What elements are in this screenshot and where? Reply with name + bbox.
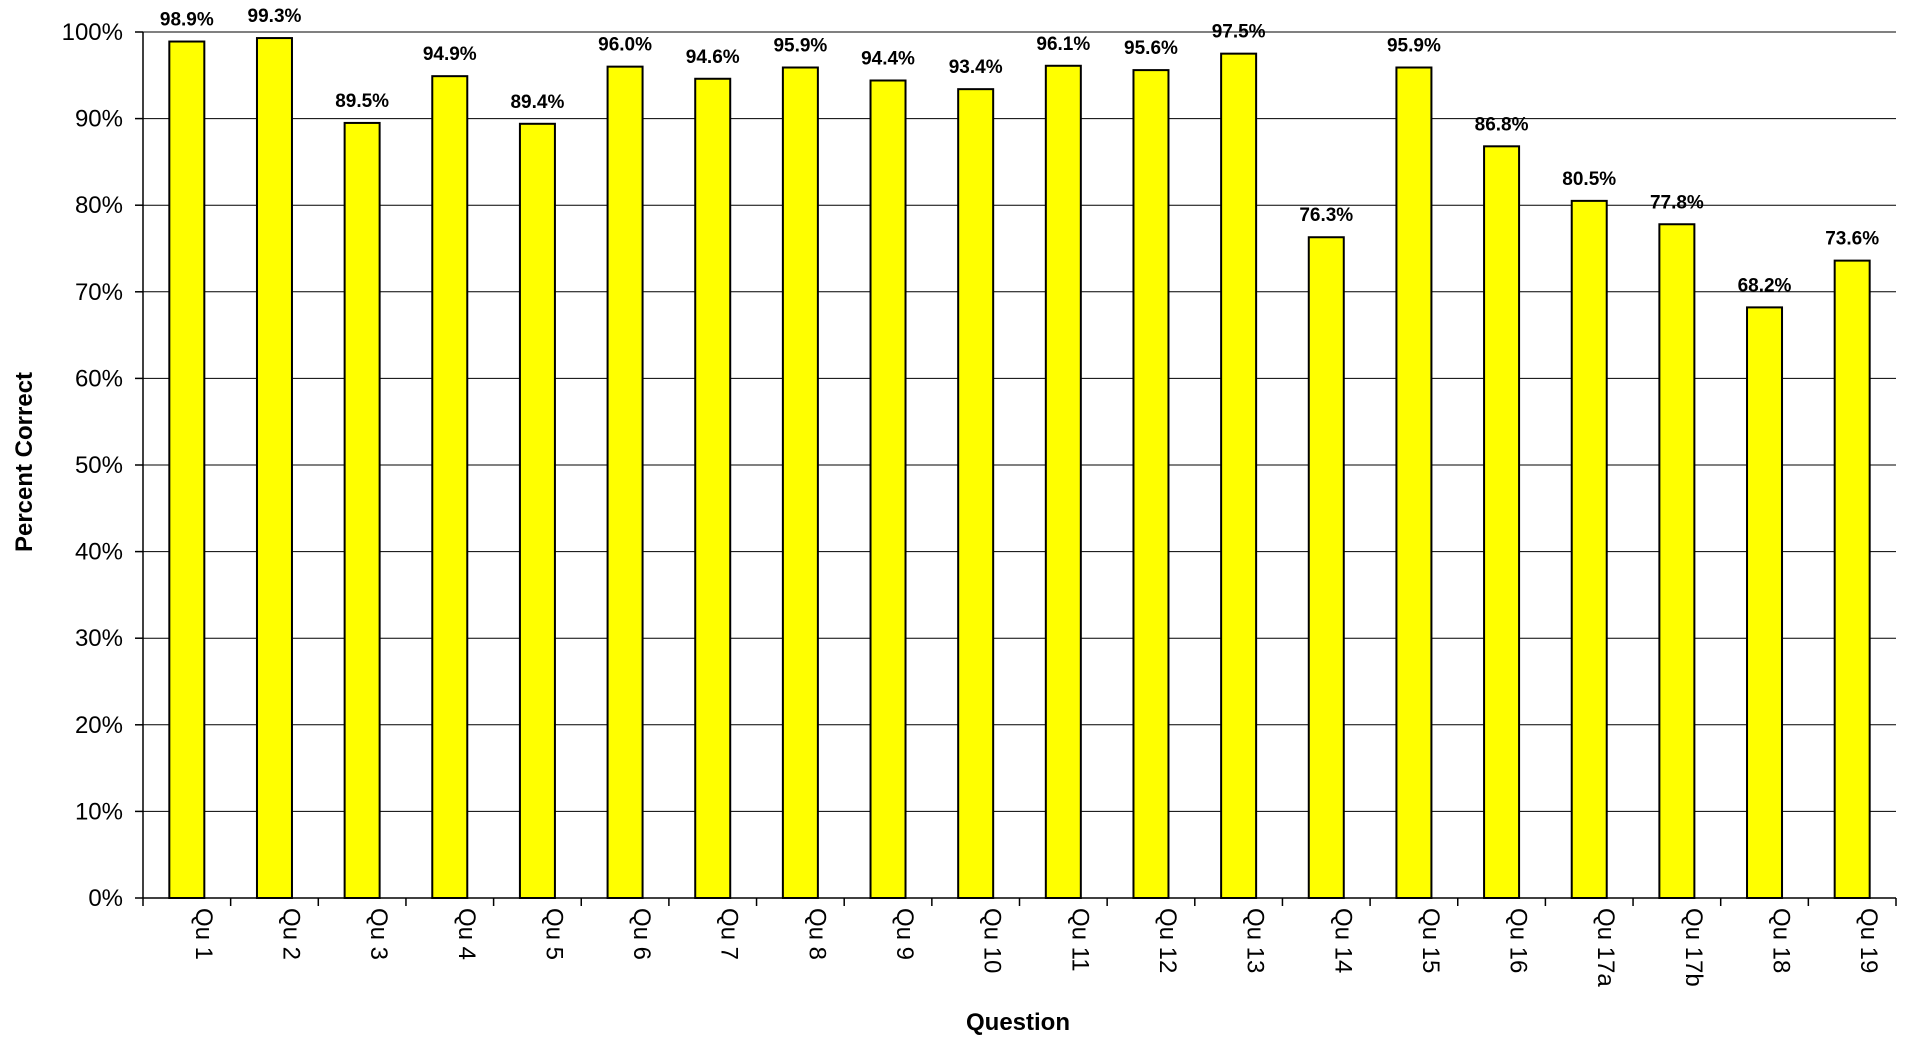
bar (1570, 199, 1608, 899)
bar (1044, 64, 1082, 900)
x-tick-label: Qu 11 (1066, 908, 1093, 972)
y-tick-label: 90% (75, 106, 123, 133)
bar (957, 88, 995, 899)
x-tick-label: Qu 2 (277, 908, 304, 960)
y-tick-label: 60% (75, 365, 123, 392)
data-label: 68.2% (1738, 275, 1792, 296)
data-label: 76.3% (1299, 205, 1353, 226)
data-label: 89.5% (335, 91, 389, 112)
y-tick-label: 30% (75, 625, 123, 652)
data-label: 95.6% (1124, 38, 1178, 59)
data-label: 93.4% (949, 57, 1003, 78)
bar (1483, 145, 1521, 899)
bar (869, 79, 907, 900)
bar (694, 77, 732, 900)
x-tick-label: Qu 4 (453, 908, 480, 960)
x-tick-label: Qu 9 (891, 908, 918, 960)
y-tick-label: 80% (75, 192, 123, 219)
data-labels: 98.9% 99.3% 89.5% 94.9% 89.4% 96.0% 94.6% 95.9%… (160, 6, 1879, 296)
x-tick-label: Qu 14 (1329, 908, 1356, 973)
y-tick-label: 70% (75, 279, 123, 306)
bar (343, 121, 381, 900)
bar (168, 40, 206, 899)
bar (1132, 69, 1170, 899)
x-tick-label: Qu 3 (365, 908, 392, 960)
x-tick-label: Qu 12 (1154, 908, 1181, 973)
x-axis-title: Question (966, 1009, 1070, 1036)
bar (431, 75, 469, 899)
bar (1220, 52, 1258, 899)
data-label: 96.1% (1036, 34, 1090, 55)
data-label: 94.4% (861, 48, 915, 69)
bar (606, 65, 644, 899)
bar (1833, 259, 1871, 899)
x-tick-label: Qu 19 (1855, 908, 1882, 973)
data-label: 98.9% (160, 10, 214, 31)
y-tick-label: 10% (75, 798, 123, 825)
bar (1307, 236, 1345, 899)
data-label: 89.4% (510, 92, 564, 113)
axes: 0% 10% 20% 30% 40% 50% 60% 70% 80% 90% 100% Qu 1 Qu … (62, 19, 1897, 987)
data-label: 95.9% (773, 36, 827, 57)
x-tick-label: Qu 5 (540, 908, 567, 960)
data-label: 97.5% (1212, 22, 1266, 43)
data-label: 80.5% (1562, 169, 1616, 190)
data-label: 94.6% (686, 47, 740, 68)
gridlines (143, 31, 1896, 812)
y-tick-label: 100% (62, 19, 123, 46)
x-tick-label: Qu 17b (1680, 908, 1707, 987)
y-tick-label: 20% (75, 712, 123, 739)
x-tick-label: Qu 18 (1768, 908, 1795, 973)
y-tick-label: 40% (75, 539, 123, 566)
x-tick-label: Qu 1 (190, 908, 217, 960)
bar (255, 37, 293, 899)
x-tick-label: Qu 7 (716, 908, 743, 960)
data-label: 94.9% (423, 44, 477, 65)
x-tick-label: Qu 6 (628, 908, 655, 960)
x-tick-label: Qu 13 (1242, 908, 1269, 973)
data-label: 77.8% (1650, 192, 1704, 213)
bar (1658, 223, 1696, 899)
data-label: 86.8% (1475, 114, 1529, 135)
bar (781, 66, 819, 900)
data-label: 96.0% (598, 35, 652, 56)
x-tick-label: Qu 16 (1505, 908, 1532, 973)
y-tick-label: 50% (75, 452, 123, 479)
data-label: 73.6% (1825, 229, 1879, 250)
x-tick-label: Qu 10 (979, 908, 1006, 973)
x-tick-label: Qu 8 (803, 908, 830, 960)
data-label: 99.3% (248, 6, 302, 27)
bars (168, 37, 1871, 900)
bar (1746, 306, 1784, 899)
x-tick-label: Qu 15 (1417, 908, 1444, 973)
bar (518, 122, 556, 899)
bar (1395, 66, 1433, 900)
y-axis-title: Percent Correct (11, 372, 38, 552)
x-tick-label: Qu 17a (1592, 908, 1619, 987)
data-label: 95.9% (1387, 36, 1441, 57)
y-tick-label: 0% (88, 885, 123, 912)
